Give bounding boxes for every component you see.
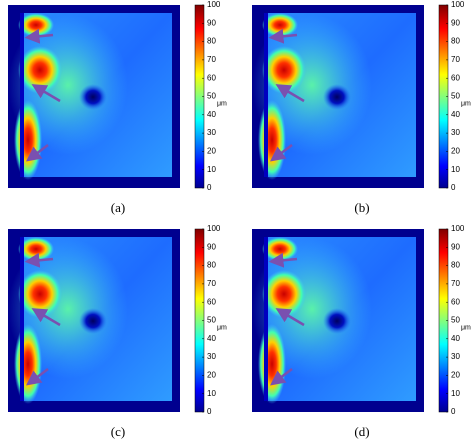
colorbar-tick-label: 70 (207, 279, 216, 288)
caption: (c) (111, 424, 125, 439)
colorbar-tick-label: 20 (207, 371, 216, 380)
colorbar-tick-label: 30 (207, 128, 216, 137)
colorbar-tick-label: 80 (207, 37, 216, 46)
colorbar-tick-label: 100 (451, 224, 465, 233)
colorbar-tick-label: 10 (207, 389, 216, 398)
colorbar-tick-label: 50 (451, 92, 460, 101)
colorbar-tick-label: 50 (207, 316, 216, 325)
colorbar-tick-label: 60 (451, 73, 460, 82)
colorbar-tick-label: 60 (207, 73, 216, 82)
colorbar-tick-label: 90 (451, 242, 460, 251)
colorbar-tick-label: 0 (207, 183, 212, 192)
colorbar-tick-label: 20 (207, 147, 216, 156)
heatmap-image (8, 229, 180, 412)
colorbar-tick-label: 40 (207, 334, 216, 343)
colorbar-tick-label: 30 (207, 352, 216, 361)
colorbar-tick-label: 80 (207, 261, 216, 270)
colorbar-tick-label: 100 (451, 0, 465, 9)
panel: 0 10 20 30 40 50 60 70 80 90 100 μm (b) (252, 0, 471, 215)
colorbar-unit: μm (217, 325, 227, 332)
colorbar-unit: μm (461, 101, 471, 108)
heatmap-image (8, 5, 180, 188)
colorbar-tick-label: 10 (451, 165, 460, 174)
colorbar-tick-label: 20 (451, 147, 460, 156)
colorbar-tick-label: 40 (207, 110, 216, 119)
colorbar-tick-label: 50 (207, 92, 216, 101)
panel: 0 10 20 30 40 50 60 70 80 90 100 μm (c) (8, 224, 227, 439)
caption: (b) (354, 200, 369, 215)
colorbar-tick-label: 30 (451, 128, 460, 137)
colorbar-tick-label: 10 (451, 389, 460, 398)
colorbar-tick-label: 40 (451, 334, 460, 343)
colorbar-tick-label: 80 (451, 261, 460, 270)
colorbar-tick-label: 60 (207, 297, 216, 306)
caption: (d) (354, 424, 369, 439)
colorbar-tick-label: 40 (451, 110, 460, 119)
colorbar-tick-label: 0 (451, 183, 456, 192)
colorbar-tick-label: 50 (451, 316, 460, 325)
colorbar-tick-label: 90 (207, 242, 216, 251)
panel: 0 10 20 30 40 50 60 70 80 90 100 μm (a) (8, 0, 227, 215)
panel: 0 10 20 30 40 50 60 70 80 90 100 μm (d) (252, 224, 471, 439)
caption: (a) (111, 200, 125, 215)
colorbar-tick-label: 60 (451, 297, 460, 306)
colorbar-tick-label: 100 (207, 224, 221, 233)
colorbar-tick-label: 70 (451, 55, 460, 64)
colorbar-unit: μm (461, 325, 471, 332)
colorbar-unit: μm (217, 101, 227, 108)
colorbar-tick-label: 70 (207, 55, 216, 64)
colorbar-tick-label: 80 (451, 37, 460, 46)
colorbar-tick-label: 70 (451, 279, 460, 288)
colorbar-tick-label: 90 (451, 18, 460, 27)
colorbar-tick-label: 100 (207, 0, 221, 9)
heatmap-image (252, 229, 424, 412)
colorbar-tick-label: 10 (207, 165, 216, 174)
colorbar-tick-label: 90 (207, 18, 216, 27)
colorbar-tick-label: 0 (451, 407, 456, 416)
colorbar-tick-label: 0 (207, 407, 212, 416)
colorbar-tick-label: 20 (451, 371, 460, 380)
colorbar-tick-label: 30 (451, 352, 460, 361)
heatmap-image (252, 5, 424, 188)
